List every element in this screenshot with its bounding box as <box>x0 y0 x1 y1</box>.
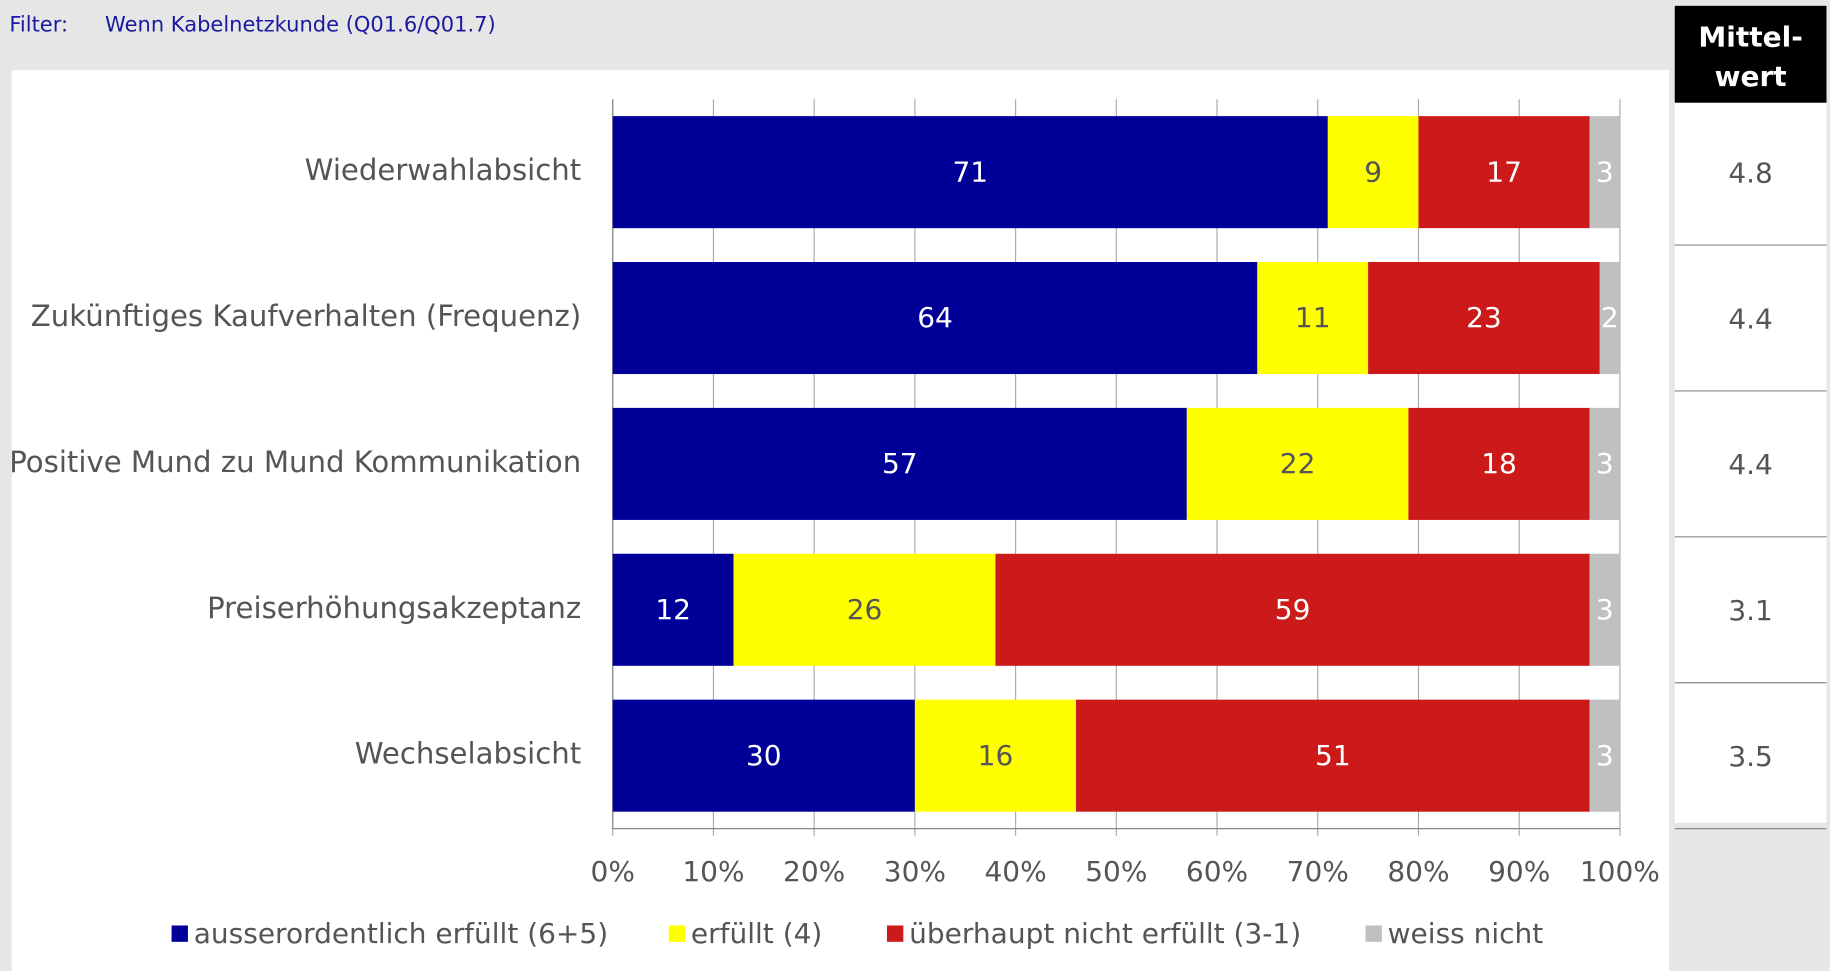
x-tick-label: 40% <box>984 855 1046 888</box>
bar-segment <box>612 407 1187 520</box>
mean-header: Mittel- <box>1698 21 1802 54</box>
legend-swatch <box>1365 925 1382 942</box>
x-tick-label: 90% <box>1488 855 1550 888</box>
bar-segment <box>1418 116 1590 229</box>
bar-segment <box>1076 699 1590 812</box>
bar-segment <box>612 262 1258 375</box>
bar-segment <box>612 699 915 812</box>
bar-segment <box>995 553 1590 666</box>
legend-swatch <box>171 925 188 942</box>
x-tick-label: 30% <box>884 855 946 888</box>
data-label: 51 <box>1315 739 1351 772</box>
data-label: 30 <box>746 739 782 772</box>
x-tick-label: 60% <box>1186 855 1248 888</box>
bar-segment <box>1599 262 1620 375</box>
data-label: 11 <box>1295 301 1331 334</box>
legend-label: ausserordentlich erfüllt (6+5) <box>194 917 608 950</box>
legend-swatch <box>886 925 904 942</box>
bar-segment <box>914 699 1077 812</box>
data-label: 22 <box>1280 447 1316 480</box>
y-tick-label: Preiserhöhungsakzeptanz <box>207 591 581 625</box>
data-label: 3 <box>1596 155 1614 188</box>
x-tick-label: 0% <box>591 855 635 888</box>
bar-segment <box>1257 262 1369 375</box>
mean-header-box <box>1674 5 1827 103</box>
bar-segment <box>1589 407 1620 520</box>
data-label: 2 <box>1601 301 1619 334</box>
data-label: 26 <box>847 593 883 626</box>
data-label: 23 <box>1466 301 1502 334</box>
mean-value: 3.1 <box>1728 594 1773 627</box>
bar-segment <box>612 116 1328 229</box>
data-label: 64 <box>917 301 953 334</box>
bar-segment <box>1327 116 1419 229</box>
mean-value: 3.5 <box>1728 740 1773 773</box>
bar-segment <box>733 553 996 666</box>
bar-segment <box>1589 699 1620 812</box>
data-label: 3 <box>1596 447 1614 480</box>
x-tick-label: 70% <box>1287 855 1349 888</box>
data-label: 12 <box>655 593 691 626</box>
data-label: 3 <box>1596 739 1614 772</box>
data-label: 59 <box>1275 593 1311 626</box>
y-tick-label: Zukünftiges Kaufverhalten (Frequenz) <box>31 299 581 333</box>
y-tick-label: Wechselabsicht <box>355 737 581 771</box>
x-tick-label: 20% <box>783 855 845 888</box>
legend-label: erfüllt (4) <box>691 917 822 950</box>
legend-swatch <box>668 925 686 942</box>
filter-label: Filter: <box>9 13 68 37</box>
data-label: 18 <box>1481 447 1517 480</box>
bar-segment <box>1408 407 1590 520</box>
data-label: 9 <box>1364 155 1382 188</box>
data-label: 57 <box>882 447 918 480</box>
mean-value: 4.8 <box>1728 156 1773 189</box>
legend-label: überhaupt nicht erfüllt (3-1) <box>909 917 1301 950</box>
bar-segment <box>1368 262 1600 375</box>
mean-column <box>1674 102 1827 823</box>
y-tick-label: Positive Mund zu Mund Kommunikation <box>9 445 581 479</box>
filter-text: Wenn Kabelnetzkunde (Q01.6/Q01.7) <box>105 13 496 37</box>
x-tick-label: 100% <box>1580 855 1660 888</box>
bar-segment <box>612 553 734 666</box>
bar-segment <box>1186 407 1409 520</box>
data-label: 71 <box>952 155 988 188</box>
data-label: 17 <box>1486 155 1522 188</box>
mean-value: 4.4 <box>1728 302 1773 335</box>
mean-value: 4.4 <box>1728 448 1773 481</box>
legend-label: weiss nicht <box>1388 917 1544 950</box>
y-tick-label: Wiederwahlabsicht <box>305 153 582 187</box>
x-tick-label: 80% <box>1387 855 1449 888</box>
mean-header: wert <box>1715 60 1787 93</box>
x-tick-label: 50% <box>1085 855 1147 888</box>
bar-segment <box>1589 116 1620 229</box>
data-label: 3 <box>1596 593 1614 626</box>
x-tick-label: 10% <box>682 855 744 888</box>
bar-segment <box>1589 553 1620 666</box>
data-label: 16 <box>978 739 1014 772</box>
